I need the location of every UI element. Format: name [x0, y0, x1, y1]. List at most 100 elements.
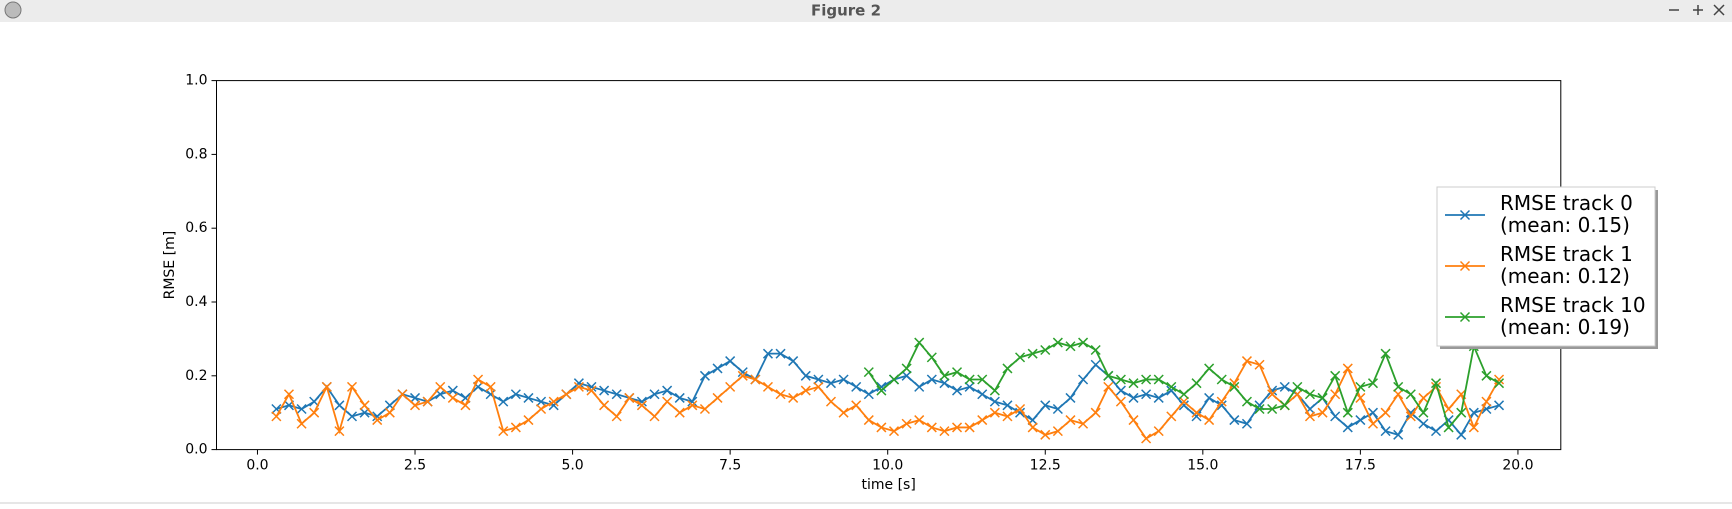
- marker: [964, 422, 975, 433]
- y-tick-label: 0.2: [185, 368, 207, 384]
- marker: [1103, 381, 1114, 392]
- marker: [1494, 378, 1505, 389]
- marker: [460, 400, 471, 411]
- marker: [662, 385, 673, 396]
- marker: [1481, 370, 1492, 381]
- marker: [1459, 311, 1471, 323]
- marker: [548, 396, 559, 407]
- marker: [851, 400, 862, 411]
- marker: [498, 396, 509, 407]
- marker: [447, 392, 458, 403]
- marker: [662, 396, 673, 407]
- marker: [876, 422, 887, 433]
- marker: [1216, 374, 1227, 385]
- marker: [750, 374, 761, 385]
- marker: [309, 407, 320, 418]
- marker: [1494, 374, 1505, 385]
- marker: [939, 378, 950, 389]
- marker: [1241, 356, 1252, 367]
- marker: [1393, 381, 1404, 392]
- marker: [1254, 403, 1265, 415]
- marker: [1103, 370, 1114, 381]
- marker: [788, 392, 799, 403]
- marker: [1342, 407, 1353, 418]
- marker: [1355, 381, 1366, 392]
- marker: [712, 363, 723, 374]
- marker: [624, 392, 635, 403]
- marker: [1166, 385, 1177, 396]
- marker: [1178, 389, 1189, 400]
- marker: [674, 407, 685, 418]
- marker: [1443, 403, 1454, 415]
- marker: [573, 378, 584, 389]
- marker: [977, 389, 988, 400]
- marker: [712, 392, 723, 403]
- marker: [1141, 374, 1152, 385]
- y-tick-label: 0.6: [185, 220, 207, 236]
- app-icon: [4, 1, 22, 19]
- x-tick-label: 20.0: [1502, 458, 1533, 474]
- marker: [611, 411, 622, 422]
- marker: [1090, 407, 1101, 418]
- marker: [989, 407, 1000, 418]
- marker: [1090, 359, 1101, 370]
- marker: [1015, 407, 1026, 418]
- marker: [926, 422, 937, 433]
- marker: [964, 374, 975, 385]
- marker: [636, 396, 647, 407]
- marker: [1459, 209, 1471, 221]
- marker: [510, 389, 521, 400]
- marker: [296, 418, 307, 429]
- window-controls[interactable]: [1669, 4, 1725, 16]
- marker: [1430, 426, 1442, 437]
- marker: [536, 396, 547, 407]
- marker: [409, 392, 421, 403]
- marker: [725, 381, 736, 392]
- marker: [561, 389, 572, 400]
- marker: [825, 396, 837, 407]
- marker: [1027, 422, 1038, 433]
- marker: [1065, 415, 1076, 426]
- close[interactable]: [1713, 4, 1725, 16]
- marker: [510, 422, 521, 433]
- x-tick-label: 10.0: [872, 458, 903, 474]
- marker: [838, 374, 849, 385]
- marker: [372, 415, 383, 426]
- marker: [1178, 396, 1189, 407]
- marker: [838, 407, 849, 418]
- marker: [762, 348, 773, 359]
- marker: [876, 381, 887, 392]
- marker: [977, 415, 988, 426]
- marker: [901, 363, 912, 374]
- marker: [1355, 415, 1366, 426]
- series: [271, 356, 1505, 444]
- marker: [1141, 433, 1152, 444]
- marker: [346, 411, 358, 422]
- marker: [359, 400, 370, 411]
- marker: [283, 389, 295, 400]
- y-axis-label: RMSE [m]: [162, 231, 178, 300]
- marker: [271, 411, 282, 422]
- marker: [775, 348, 786, 359]
- marker: [447, 385, 458, 396]
- marker: [1418, 418, 1429, 429]
- marker: [813, 381, 824, 392]
- marker: [1468, 407, 1479, 418]
- marker: [1380, 348, 1391, 359]
- marker: [1128, 415, 1139, 426]
- marker: [422, 396, 433, 407]
- marker: [599, 385, 610, 396]
- marker: [346, 381, 358, 392]
- marker: [1317, 392, 1328, 403]
- marker: [876, 385, 887, 396]
- marker: [952, 367, 963, 378]
- marker: [1459, 260, 1471, 272]
- marker: [1204, 415, 1215, 426]
- marker: [523, 392, 534, 403]
- marker: [699, 370, 710, 381]
- legend-label: RMSE track 10 (mean: 0.19): [1500, 293, 1646, 339]
- marker: [1052, 337, 1063, 348]
- marker: [1481, 396, 1492, 407]
- marker: [1141, 389, 1152, 400]
